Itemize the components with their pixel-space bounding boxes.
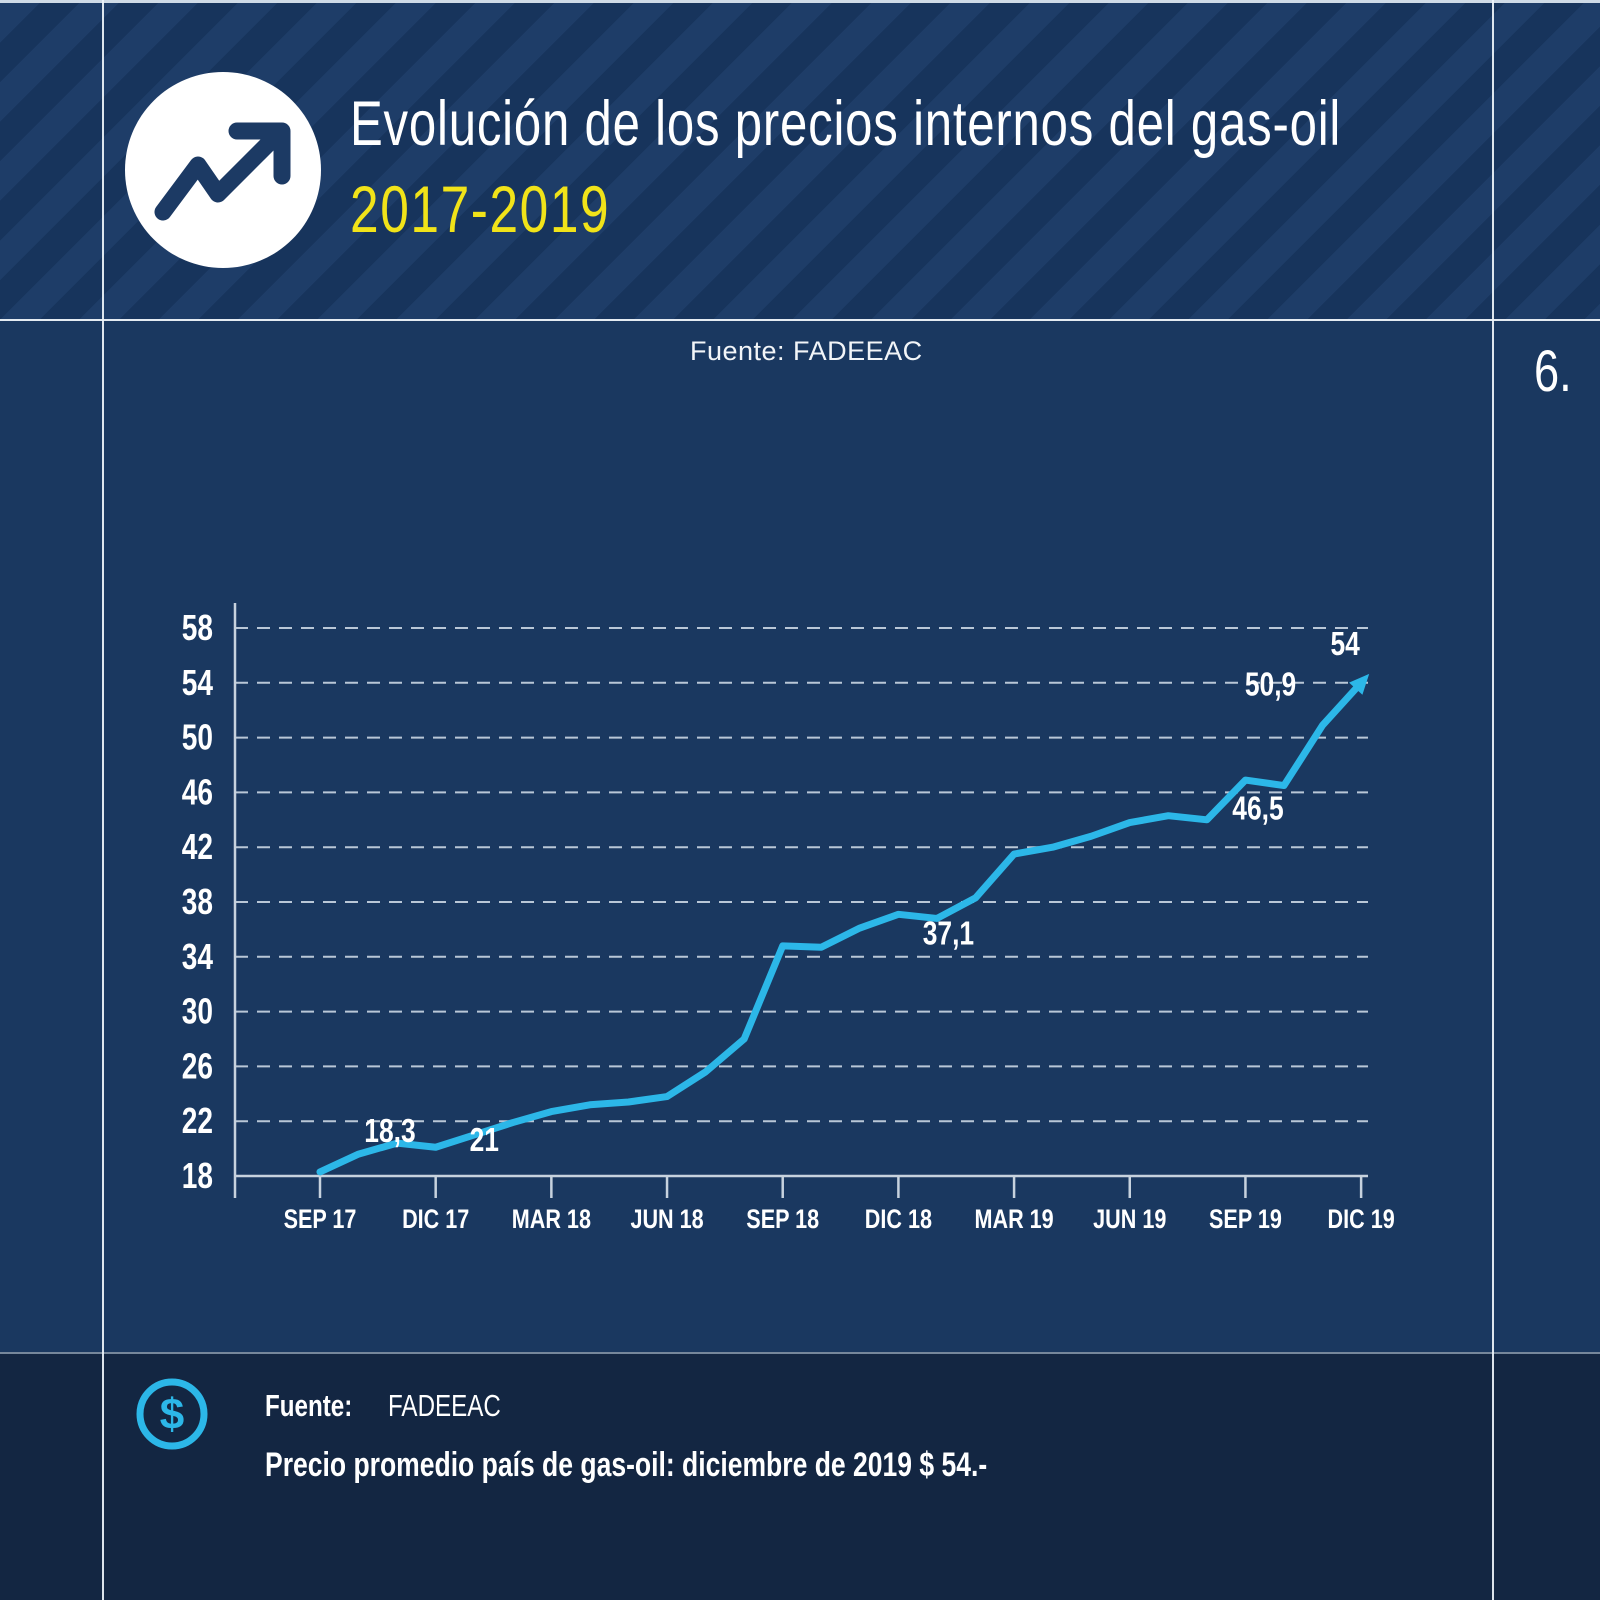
- top-border: [0, 0, 1600, 3]
- x-tick-label: SEP 18: [746, 1205, 819, 1235]
- x-tick-label: MAR 19: [974, 1205, 1053, 1235]
- footer-source: Fuente: FADEEAC: [265, 1388, 532, 1424]
- page-title: Evolución de los precios internos del ga…: [350, 89, 1342, 159]
- y-tick-label: 18: [182, 1156, 213, 1196]
- point-label: 18,3: [364, 1113, 415, 1149]
- price-line-chart: 18 22 26 30 34 38 42 46 50 54 58 SEP 17 DIC 17 MAR 18…: [182, 603, 1395, 1235]
- x-tick-label: DIC 19: [1328, 1205, 1395, 1235]
- y-tick-label: 42: [182, 827, 213, 867]
- page-subtitle-years: 2017-2019: [350, 172, 611, 247]
- footer-source-value: FADEEAC: [387, 1388, 501, 1423]
- point-label: 46,5: [1232, 791, 1283, 827]
- footer-note: Precio promedio país de gas-oil: diciemb…: [265, 1446, 988, 1484]
- point-label: 37,1: [923, 916, 974, 952]
- x-tick-label: SEP 17: [284, 1205, 357, 1235]
- y-tick-label: 30: [182, 991, 213, 1031]
- y-tick-label: 50: [182, 717, 213, 757]
- x-tick-label: JUN 19: [1093, 1205, 1166, 1235]
- y-tick-label: 34: [182, 936, 213, 976]
- x-tick-label: JUN 18: [630, 1205, 703, 1235]
- x-tick-label: MAR 18: [512, 1205, 591, 1235]
- page-number: 6.: [1534, 339, 1572, 404]
- line-arrowhead: [1349, 673, 1370, 695]
- footer-source-label: Fuente:: [265, 1388, 353, 1423]
- dollar-glyph: $: [160, 1390, 184, 1439]
- footer-band: [0, 1352, 1600, 1600]
- y-tick-label: 38: [182, 882, 213, 922]
- y-tick-label: 22: [182, 1101, 213, 1141]
- y-tick-label: 58: [182, 608, 213, 648]
- y-tick-label: 26: [182, 1046, 213, 1086]
- x-tick-label: DIC 17: [402, 1205, 469, 1235]
- x-tick-label: SEP 19: [1209, 1205, 1282, 1235]
- y-tick-label: 54: [182, 662, 213, 702]
- dollar-circle-icon: $: [136, 1378, 208, 1450]
- point-label: 21: [470, 1122, 499, 1158]
- x-tick-label: DIC 18: [865, 1205, 932, 1235]
- left-divider-line: [102, 0, 104, 1600]
- title-block: Evolución de los precios internos del ga…: [350, 89, 1600, 247]
- y-tick-label: 46: [182, 772, 213, 812]
- trending-up-icon: [154, 122, 291, 221]
- right-divider-line: [1492, 0, 1494, 1600]
- footer-note-wrap: Precio promedio país de gas-oil: diciemb…: [265, 1446, 1191, 1485]
- point-label: 54: [1330, 626, 1360, 662]
- price-line: [316, 679, 1365, 1176]
- chart-source-label: Fuente: FADEEAC: [690, 336, 923, 366]
- point-label: 50,9: [1245, 667, 1296, 703]
- trend-badge: [125, 72, 321, 268]
